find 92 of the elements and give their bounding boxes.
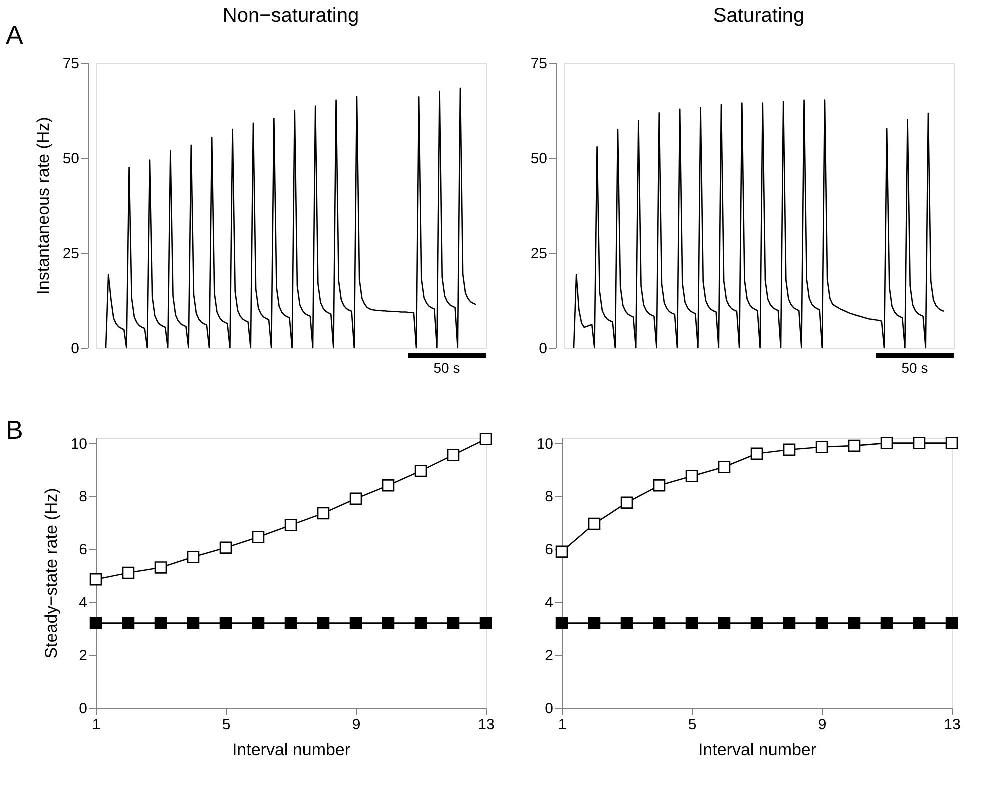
point (252, 617, 265, 630)
point (122, 566, 135, 580)
point (90, 573, 102, 586)
point (447, 617, 460, 630)
point (90, 617, 102, 630)
point (783, 617, 796, 630)
x-tick-label: 9 (818, 716, 827, 734)
x-tick-label: 1 (92, 716, 101, 734)
y-tick-label: 0 (71, 340, 80, 358)
point (946, 617, 958, 630)
x-tick-label: 13 (944, 716, 961, 734)
point (317, 617, 330, 630)
point (447, 449, 460, 462)
y-tick-label: 8 (79, 488, 88, 506)
point (220, 617, 232, 630)
point (718, 617, 731, 630)
chart-title: Non−saturating (222, 5, 360, 27)
y-tick-label: 50 (62, 150, 80, 168)
point (382, 480, 395, 492)
y-tick-label: 0 (79, 700, 88, 718)
x-tick-label: 5 (222, 716, 231, 734)
y-tick-label: 50 (530, 150, 548, 168)
y-tick-label: 6 (79, 542, 88, 559)
y-tick-label: 25 (530, 246, 548, 262)
point (946, 437, 958, 450)
point (848, 440, 861, 452)
x-tick-label: 9 (352, 716, 361, 734)
line-series (105, 88, 477, 349)
point (653, 617, 666, 630)
point (382, 617, 395, 630)
point (913, 617, 926, 630)
y-tick-label: 4 (545, 594, 554, 612)
point (848, 617, 861, 630)
y-tick-label: 75 (530, 56, 548, 72)
point (686, 470, 698, 483)
text: B (6, 415, 24, 445)
point (686, 617, 698, 630)
x-axis-title: Interval number (698, 740, 817, 760)
y-tick-label: 6 (545, 542, 554, 559)
point (480, 433, 492, 446)
chart-title: Saturating (713, 5, 805, 27)
point (880, 437, 894, 450)
point (317, 507, 330, 520)
point (783, 444, 796, 456)
point (187, 550, 200, 564)
point (718, 460, 731, 474)
point (913, 437, 926, 450)
point (187, 617, 200, 630)
point (880, 617, 894, 630)
point (816, 441, 828, 454)
point (556, 546, 568, 558)
point (816, 617, 828, 630)
y-tick-label: 0 (545, 700, 554, 718)
text: 50 s (902, 360, 928, 376)
point (252, 531, 265, 544)
point (750, 617, 764, 630)
point (620, 617, 634, 630)
text: 50 s (434, 360, 460, 376)
x-axis-title: Interval number (232, 740, 351, 760)
point (588, 617, 601, 630)
point (414, 617, 428, 630)
point (284, 519, 298, 532)
y-tick-label: 75 (62, 56, 80, 72)
line-series (573, 100, 945, 349)
y-tick-label: 2 (79, 648, 88, 665)
point (653, 480, 666, 492)
point (620, 496, 634, 509)
y-tick-label: 10 (70, 436, 88, 453)
point (480, 617, 492, 630)
y-tick-label: 2 (545, 648, 554, 665)
x-tick-label: 1 (558, 716, 567, 734)
point (122, 617, 135, 630)
point (414, 464, 428, 478)
point (556, 617, 568, 630)
x-tick-label: 13 (478, 716, 495, 734)
y-axis-title: Steady−state rate (Hz) (42, 488, 61, 659)
point (750, 448, 764, 460)
point (588, 518, 601, 530)
point (350, 492, 362, 506)
y-tick-label: 25 (62, 246, 80, 262)
point (154, 562, 168, 574)
y-tick-label: 4 (79, 594, 88, 612)
x-tick-label: 5 (688, 716, 697, 734)
y-tick-label: 0 (539, 340, 548, 358)
y-tick-label: 8 (545, 488, 554, 506)
point (350, 617, 362, 630)
y-axis-title: Instantaneous rate (Hz) (34, 117, 53, 295)
y-tick-label: 10 (536, 436, 554, 453)
point (284, 617, 298, 630)
point (220, 542, 232, 554)
text: A (6, 20, 24, 50)
point (154, 617, 168, 630)
